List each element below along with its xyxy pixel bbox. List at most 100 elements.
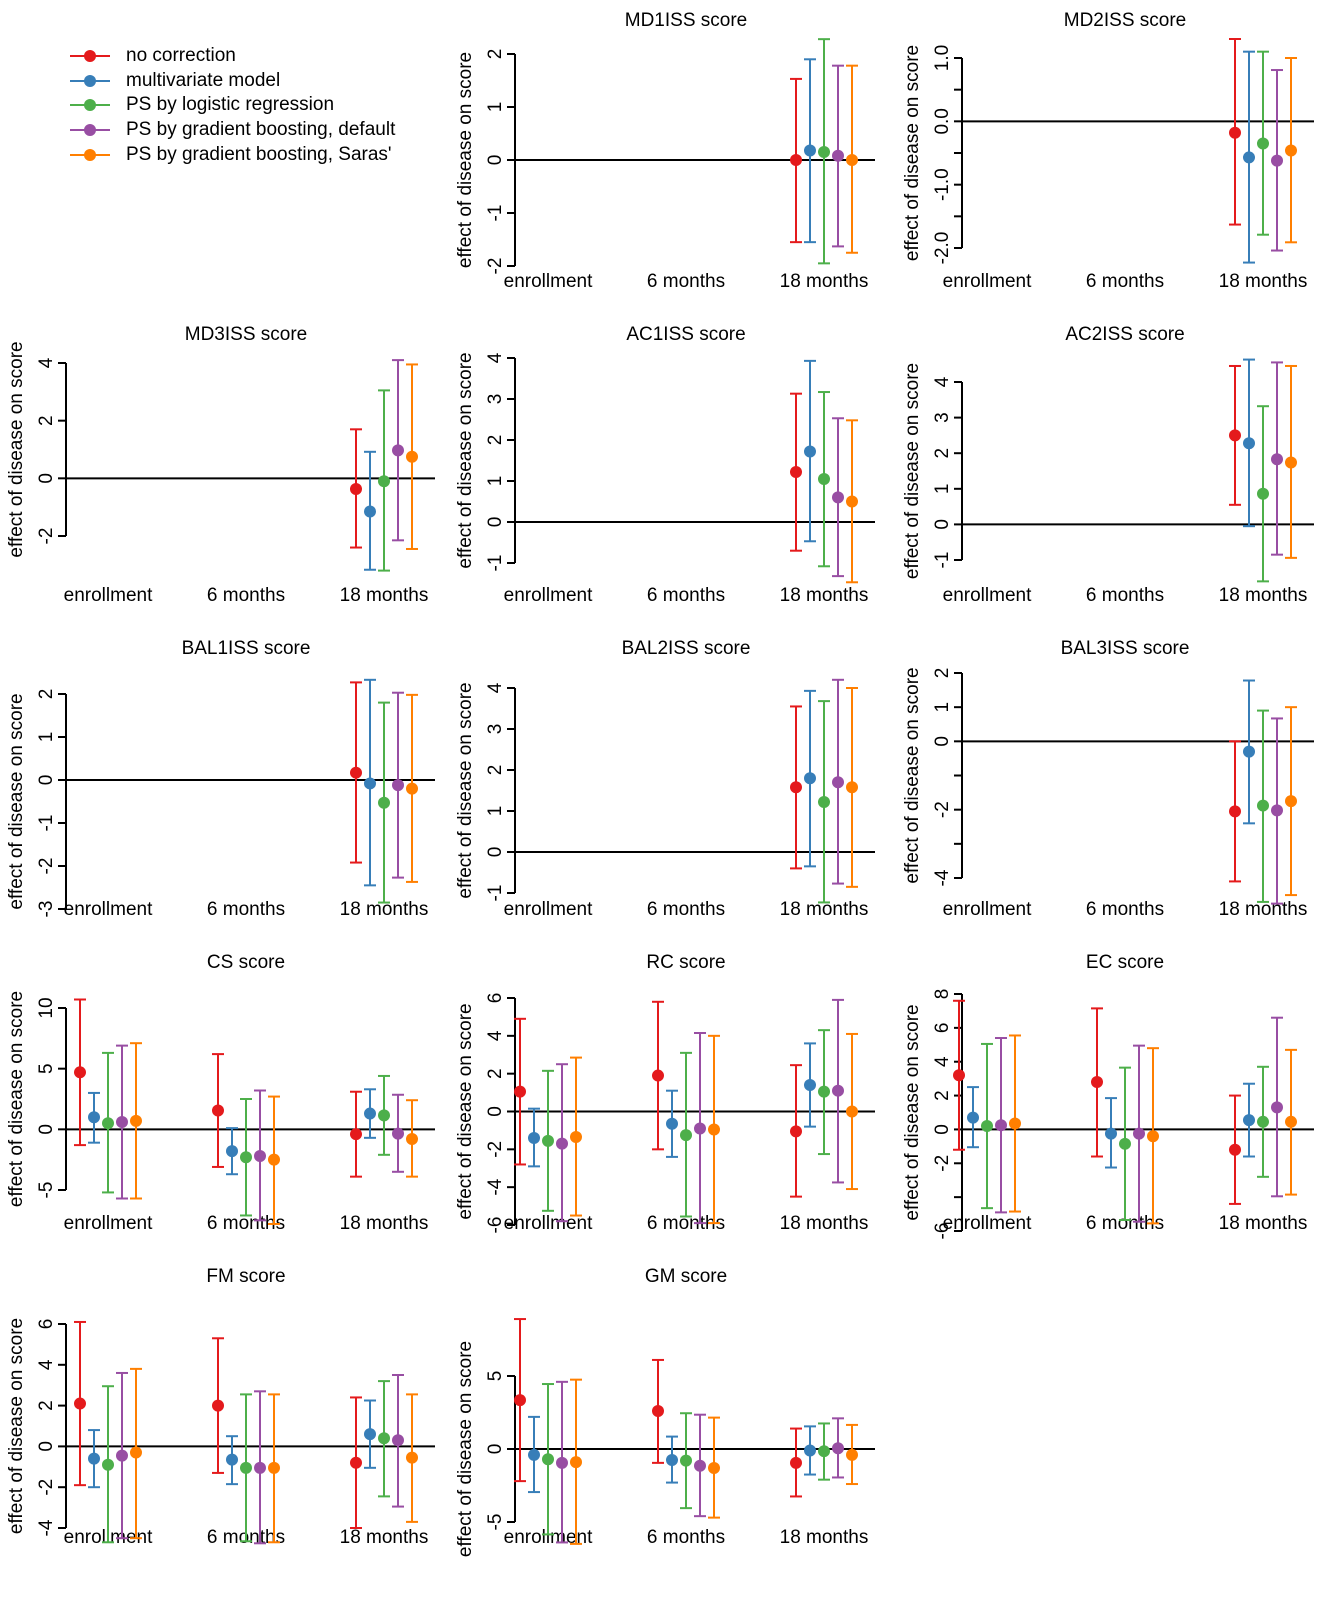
y-tick-label: -1 bbox=[485, 555, 506, 572]
y-tick-label: 0 bbox=[36, 473, 57, 484]
y-axis-label: effect of disease on score bbox=[902, 363, 923, 579]
point-estimate bbox=[953, 1069, 965, 1082]
point-estimate bbox=[212, 1104, 224, 1117]
y-tick-label: 6 bbox=[932, 1023, 953, 1034]
y-tick-label: -5 bbox=[485, 1514, 506, 1531]
panel-title: MD2ISS score bbox=[1064, 10, 1186, 31]
point-estimate bbox=[666, 1117, 678, 1130]
x-tick-label: 18 months bbox=[340, 1527, 429, 1548]
point-estimate bbox=[212, 1399, 224, 1412]
point-estimate bbox=[790, 1125, 802, 1138]
point-estimate bbox=[981, 1120, 993, 1133]
panel-cs-score: CS score effect of disease on score -5 0 5 10… bbox=[6, 952, 435, 1234]
point-estimate bbox=[542, 1134, 554, 1147]
panel-md3iss-score: MD3ISS score effect of disease on score -2… bbox=[6, 324, 435, 606]
point-estimate bbox=[790, 154, 802, 166]
point-estimate bbox=[1243, 1114, 1255, 1127]
point-estimate bbox=[1243, 745, 1255, 758]
y-tick-label: 1.0 bbox=[932, 45, 953, 71]
x-tick-label: 18 months bbox=[1219, 585, 1308, 606]
y-tick-label: -1 bbox=[485, 885, 506, 902]
x-tick-label: 18 months bbox=[340, 1213, 429, 1234]
panel-ac2iss-score: AC2ISS score effect of disease on score -1… bbox=[902, 324, 1314, 606]
x-tick-label: 18 months bbox=[780, 1527, 869, 1548]
point-estimate bbox=[1257, 137, 1269, 150]
y-axis-label: effect of disease on score bbox=[902, 45, 923, 261]
point-estimate bbox=[846, 154, 858, 166]
x-tick-label: 6 months bbox=[1086, 1213, 1164, 1234]
panel-fm-score: FM score effect of disease on score -4 -2 0 2… bbox=[6, 1266, 435, 1548]
y-tick-label: 0 bbox=[36, 1124, 57, 1135]
point-estimate bbox=[542, 1453, 554, 1466]
point-estimate bbox=[708, 1461, 720, 1474]
y-tick-label: 0 bbox=[932, 736, 953, 747]
point-estimate bbox=[392, 1127, 404, 1140]
y-tick-label: 2 bbox=[932, 448, 953, 459]
panel-gm-score: GM score effect of disease on score -5 0 5 en… bbox=[455, 1266, 875, 1557]
x-tick-label: enrollment bbox=[504, 585, 593, 606]
point-estimate bbox=[1285, 1115, 1297, 1128]
point-estimate bbox=[846, 781, 858, 794]
point-estimate bbox=[364, 777, 376, 790]
point-estimate bbox=[790, 1456, 802, 1469]
y-tick-label: -1.0 bbox=[932, 168, 953, 201]
point-estimate bbox=[378, 1109, 390, 1122]
x-tick-label: enrollment bbox=[943, 271, 1032, 292]
y-tick-label: -1 bbox=[36, 815, 57, 832]
y-tick-label: 0.0 bbox=[932, 108, 953, 134]
y-tick-label: 4 bbox=[36, 1359, 57, 1370]
point-estimate bbox=[350, 766, 362, 779]
y-axis-label: effect of disease on score bbox=[902, 1004, 923, 1220]
point-estimate bbox=[666, 1453, 678, 1466]
y-tick-label: 3 bbox=[485, 394, 506, 405]
point-estimate bbox=[378, 475, 390, 488]
point-estimate bbox=[1257, 799, 1269, 812]
point-estimate bbox=[832, 1442, 844, 1455]
point-estimate bbox=[226, 1453, 238, 1466]
y-tick-label: 1 bbox=[485, 806, 506, 817]
point-estimate bbox=[88, 1452, 100, 1465]
panel-bal1iss-score: BAL1ISS score effect of disease on score -… bbox=[6, 638, 435, 920]
x-tick-label: 18 months bbox=[780, 899, 869, 920]
y-tick-label: 2 bbox=[932, 1090, 953, 1101]
point-estimate bbox=[116, 1449, 128, 1462]
point-estimate bbox=[804, 772, 816, 785]
x-tick-label: 6 months bbox=[647, 1527, 725, 1548]
point-estimate bbox=[995, 1119, 1007, 1132]
y-tick-label: -4 bbox=[36, 1519, 57, 1536]
panel-title: AC1ISS score bbox=[626, 324, 745, 345]
x-tick-label: 6 months bbox=[647, 1213, 725, 1234]
point-estimate bbox=[818, 1445, 830, 1458]
y-tick-label: 4 bbox=[485, 352, 506, 363]
point-estimate bbox=[350, 1456, 362, 1469]
y-tick-label: 6 bbox=[36, 1319, 57, 1330]
point-estimate bbox=[1133, 1127, 1145, 1140]
point-estimate bbox=[268, 1153, 280, 1166]
y-tick-label: 0 bbox=[36, 1441, 57, 1452]
point-estimate bbox=[378, 1432, 390, 1445]
point-estimate bbox=[804, 1079, 816, 1092]
y-tick-label: 2 bbox=[36, 1400, 57, 1411]
point-estimate bbox=[832, 491, 844, 504]
legend-item-ps-gb-default: PS by gradient boosting, default bbox=[70, 118, 395, 143]
y-tick-label: 3 bbox=[932, 412, 953, 423]
point-estimate bbox=[1229, 126, 1241, 139]
legend-label: PS by logistic regression bbox=[126, 94, 335, 116]
point-estimate bbox=[254, 1150, 266, 1163]
y-axis-label: effect of disease on score bbox=[6, 693, 27, 909]
point-estimate bbox=[1229, 429, 1241, 442]
y-tick-label: 0 bbox=[36, 775, 57, 786]
point-estimate bbox=[240, 1151, 252, 1164]
panel-ac1iss-score: AC1ISS score effect of disease on score -1… bbox=[455, 324, 875, 606]
y-tick-label: 4 bbox=[485, 682, 506, 693]
point-estimate bbox=[694, 1122, 706, 1135]
point-estimate bbox=[74, 1066, 86, 1079]
y-axis-label: effect of disease on score bbox=[6, 991, 27, 1207]
x-tick-label: enrollment bbox=[504, 1213, 593, 1234]
x-tick-label: enrollment bbox=[943, 1213, 1032, 1234]
x-tick-label: 6 months bbox=[1086, 585, 1164, 606]
y-tick-label: 10 bbox=[36, 997, 57, 1018]
legend-label: no correction bbox=[126, 45, 236, 67]
panel-rc-score: RC score effect of disease on score -6 -4 -2… bbox=[455, 952, 875, 1234]
